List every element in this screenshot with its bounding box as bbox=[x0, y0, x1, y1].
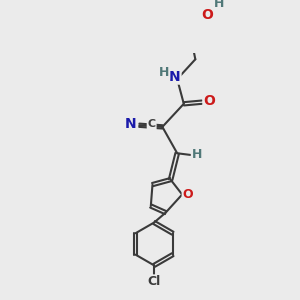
Text: Cl: Cl bbox=[148, 275, 161, 288]
Text: C: C bbox=[148, 119, 156, 129]
Text: H: H bbox=[159, 66, 169, 79]
Text: N: N bbox=[124, 117, 136, 130]
Text: O: O bbox=[201, 8, 213, 22]
Text: H: H bbox=[192, 148, 202, 161]
Text: H: H bbox=[214, 0, 224, 10]
Text: O: O bbox=[203, 94, 215, 108]
Text: N: N bbox=[169, 70, 181, 84]
Text: O: O bbox=[183, 188, 193, 201]
